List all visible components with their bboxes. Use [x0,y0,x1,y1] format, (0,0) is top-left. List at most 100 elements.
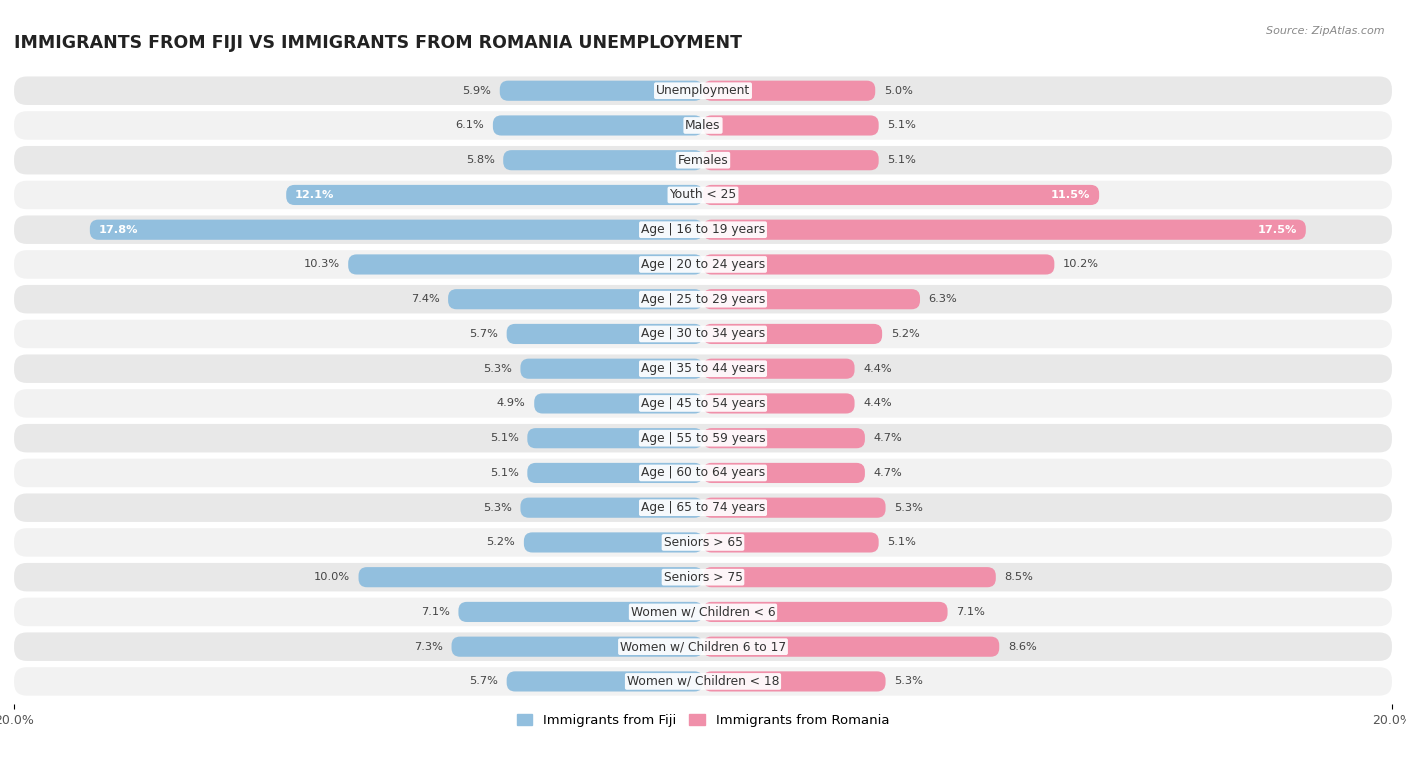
Text: 5.2%: 5.2% [486,537,515,547]
FancyBboxPatch shape [14,424,1392,453]
Text: Males: Males [685,119,721,132]
Text: 5.1%: 5.1% [887,537,917,547]
Text: Age | 25 to 29 years: Age | 25 to 29 years [641,293,765,306]
FancyBboxPatch shape [703,637,1000,657]
FancyBboxPatch shape [287,185,703,205]
Text: 10.3%: 10.3% [304,260,340,269]
Text: Women w/ Children < 6: Women w/ Children < 6 [631,606,775,618]
Text: 5.1%: 5.1% [887,120,917,130]
FancyBboxPatch shape [527,428,703,448]
FancyBboxPatch shape [703,220,1306,240]
FancyBboxPatch shape [451,637,703,657]
FancyBboxPatch shape [14,632,1392,661]
FancyBboxPatch shape [14,146,1392,174]
FancyBboxPatch shape [349,254,703,275]
Text: 5.3%: 5.3% [482,503,512,512]
Text: Age | 35 to 44 years: Age | 35 to 44 years [641,362,765,375]
FancyBboxPatch shape [359,567,703,587]
FancyBboxPatch shape [14,528,1392,556]
Text: 5.7%: 5.7% [470,329,498,339]
Text: 4.7%: 4.7% [873,468,903,478]
Text: 4.9%: 4.9% [496,398,526,409]
FancyBboxPatch shape [703,115,879,136]
Text: Women w/ Children < 18: Women w/ Children < 18 [627,675,779,688]
Text: 8.5%: 8.5% [1004,572,1033,582]
FancyBboxPatch shape [703,289,920,310]
Text: 5.3%: 5.3% [894,677,924,687]
Text: Source: ZipAtlas.com: Source: ZipAtlas.com [1267,26,1385,36]
FancyBboxPatch shape [90,220,703,240]
FancyBboxPatch shape [703,532,879,553]
FancyBboxPatch shape [14,251,1392,279]
Text: 10.2%: 10.2% [1063,260,1099,269]
FancyBboxPatch shape [499,81,703,101]
FancyBboxPatch shape [458,602,703,622]
Text: Age | 16 to 19 years: Age | 16 to 19 years [641,223,765,236]
FancyBboxPatch shape [14,494,1392,522]
Text: 17.5%: 17.5% [1258,225,1298,235]
FancyBboxPatch shape [703,150,879,170]
Text: 5.1%: 5.1% [887,155,917,165]
FancyBboxPatch shape [14,459,1392,488]
Text: Females: Females [678,154,728,167]
Text: 11.5%: 11.5% [1052,190,1091,200]
FancyBboxPatch shape [703,602,948,622]
Text: Unemployment: Unemployment [655,84,751,97]
FancyBboxPatch shape [524,532,703,553]
Text: 5.3%: 5.3% [894,503,924,512]
Text: 4.7%: 4.7% [873,433,903,443]
FancyBboxPatch shape [703,324,882,344]
Text: 5.0%: 5.0% [884,86,912,95]
Text: Women w/ Children 6 to 17: Women w/ Children 6 to 17 [620,640,786,653]
FancyBboxPatch shape [14,354,1392,383]
FancyBboxPatch shape [506,324,703,344]
FancyBboxPatch shape [703,254,1054,275]
Text: 7.1%: 7.1% [956,607,986,617]
Text: 4.4%: 4.4% [863,363,891,374]
Text: 8.6%: 8.6% [1008,642,1036,652]
FancyBboxPatch shape [14,563,1392,591]
FancyBboxPatch shape [703,81,875,101]
Text: 6.1%: 6.1% [456,120,484,130]
FancyBboxPatch shape [14,667,1392,696]
FancyBboxPatch shape [703,463,865,483]
Text: 5.1%: 5.1% [489,468,519,478]
Text: 6.3%: 6.3% [928,294,957,304]
Text: Age | 20 to 24 years: Age | 20 to 24 years [641,258,765,271]
Text: IMMIGRANTS FROM FIJI VS IMMIGRANTS FROM ROMANIA UNEMPLOYMENT: IMMIGRANTS FROM FIJI VS IMMIGRANTS FROM … [14,35,742,52]
FancyBboxPatch shape [703,185,1099,205]
Text: 4.4%: 4.4% [863,398,891,409]
FancyBboxPatch shape [14,389,1392,418]
Legend: Immigrants from Fiji, Immigrants from Romania: Immigrants from Fiji, Immigrants from Ro… [512,709,894,732]
FancyBboxPatch shape [494,115,703,136]
FancyBboxPatch shape [14,319,1392,348]
Text: 7.3%: 7.3% [413,642,443,652]
FancyBboxPatch shape [520,359,703,378]
FancyBboxPatch shape [527,463,703,483]
FancyBboxPatch shape [703,671,886,691]
Text: Age | 55 to 59 years: Age | 55 to 59 years [641,431,765,444]
FancyBboxPatch shape [503,150,703,170]
FancyBboxPatch shape [14,216,1392,244]
Text: 5.3%: 5.3% [482,363,512,374]
FancyBboxPatch shape [449,289,703,310]
Text: 5.9%: 5.9% [463,86,491,95]
Text: 7.4%: 7.4% [411,294,440,304]
FancyBboxPatch shape [703,359,855,378]
Text: 10.0%: 10.0% [314,572,350,582]
FancyBboxPatch shape [534,394,703,413]
Text: 5.2%: 5.2% [891,329,920,339]
Text: 5.1%: 5.1% [489,433,519,443]
Text: Seniors > 75: Seniors > 75 [664,571,742,584]
Text: 5.7%: 5.7% [470,677,498,687]
Text: 12.1%: 12.1% [295,190,335,200]
FancyBboxPatch shape [14,76,1392,105]
Text: Age | 30 to 34 years: Age | 30 to 34 years [641,328,765,341]
FancyBboxPatch shape [703,394,855,413]
FancyBboxPatch shape [703,428,865,448]
FancyBboxPatch shape [506,671,703,691]
Text: Age | 60 to 64 years: Age | 60 to 64 years [641,466,765,479]
Text: 7.1%: 7.1% [420,607,450,617]
FancyBboxPatch shape [703,497,886,518]
FancyBboxPatch shape [520,497,703,518]
